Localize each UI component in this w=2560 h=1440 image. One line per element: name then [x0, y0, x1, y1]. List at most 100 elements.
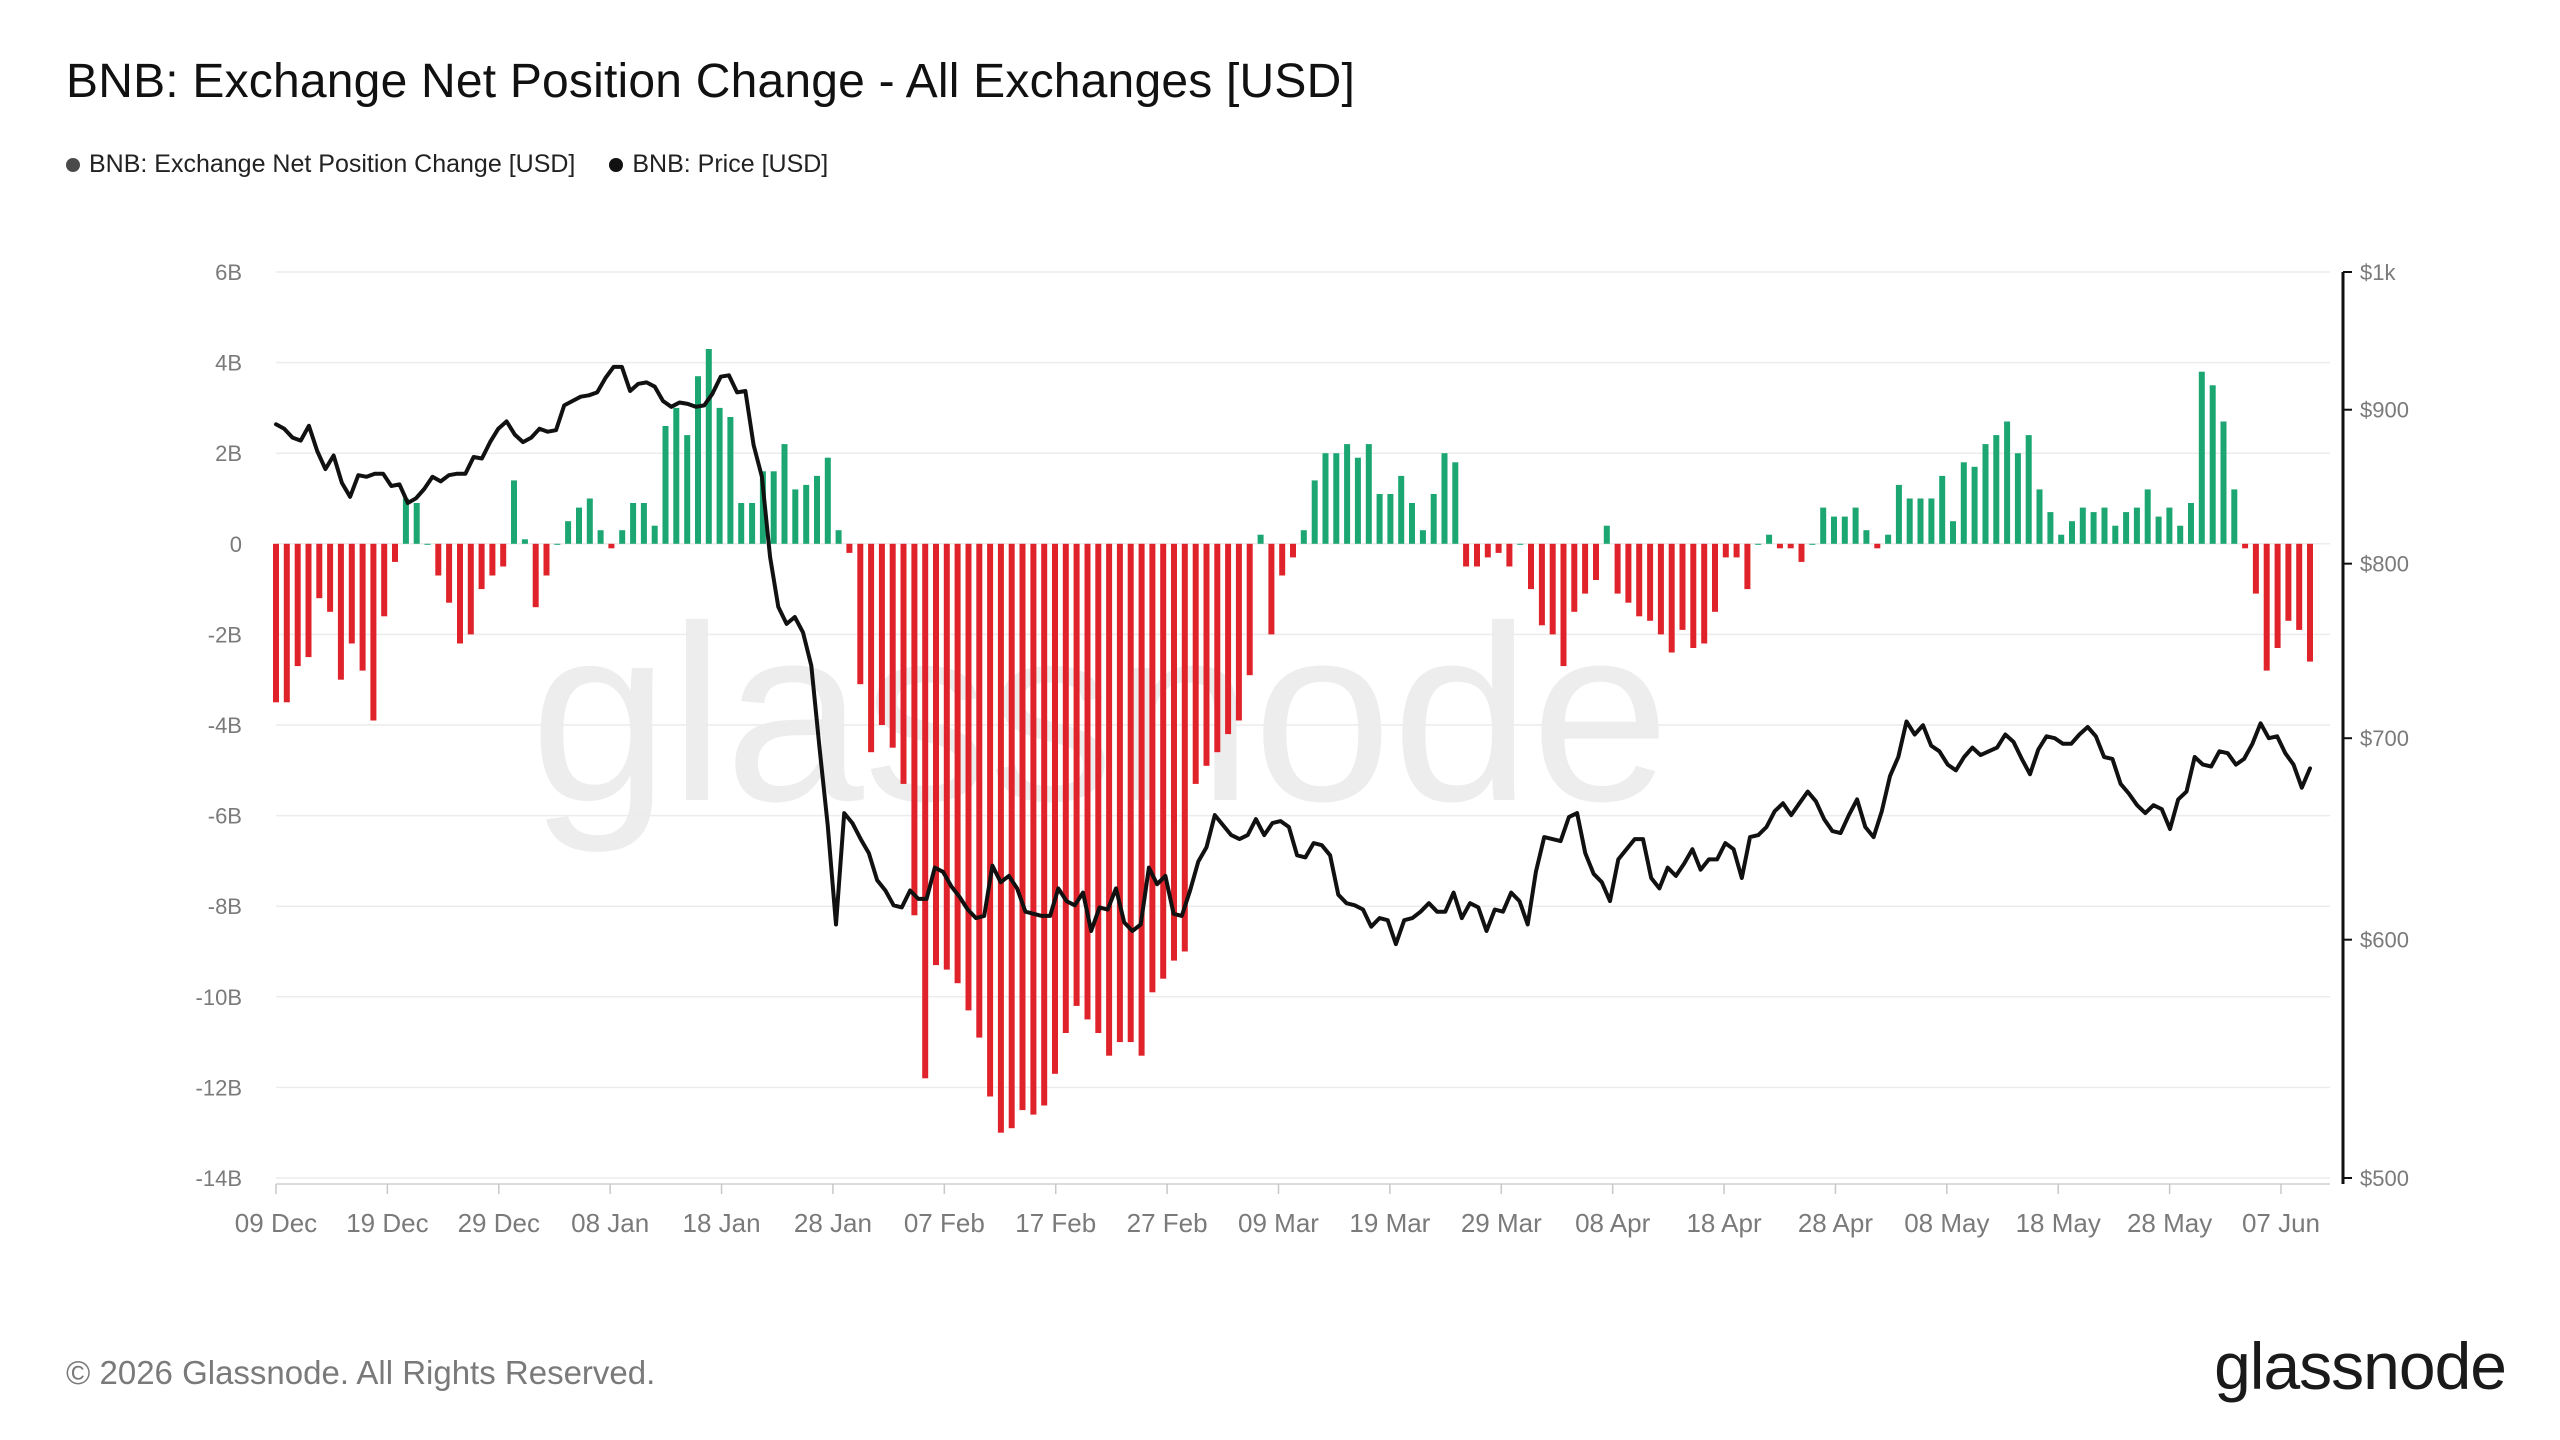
bar [1657, 543, 1664, 635]
bar [435, 543, 442, 576]
bar [327, 543, 334, 612]
bar [1041, 543, 1048, 1106]
bar [273, 543, 279, 703]
x-tick-label: 17 Feb [1015, 1208, 1096, 1238]
bar [1290, 543, 1296, 558]
y-left-tick-label: -2B [208, 622, 242, 647]
bar [2058, 534, 2065, 544]
legend-item-net-position[interactable]: BNB: Exchange Net Position Change [USD] [66, 150, 575, 179]
bar [1950, 521, 1956, 544]
bar [954, 543, 961, 984]
bar [1474, 543, 1480, 567]
bar [2090, 512, 2097, 544]
bar [2307, 543, 2313, 662]
y-left-tick-label: -12B [196, 1075, 242, 1100]
bar [814, 475, 820, 544]
y-left-tick-label: -8B [208, 894, 242, 919]
bar [1928, 498, 1935, 544]
bar [1809, 543, 1816, 545]
bar [1506, 543, 1513, 567]
bar [1073, 543, 1080, 1006]
bar [554, 543, 561, 545]
bar [911, 543, 918, 916]
bar [640, 503, 647, 544]
bar [835, 530, 842, 544]
bar [1863, 530, 1870, 544]
bar [673, 407, 680, 544]
bar [2036, 489, 2043, 544]
bar [1625, 543, 1632, 603]
y-right-tick-label: $1k [2360, 260, 2396, 285]
bar [467, 543, 474, 635]
x-tick-label: 08 Apr [1575, 1208, 1651, 1238]
bar [359, 543, 366, 671]
bar [2242, 543, 2249, 549]
bar [1917, 498, 1924, 544]
x-tick-label: 18 Jan [683, 1208, 761, 1238]
bar [565, 521, 572, 544]
bar [1138, 543, 1145, 1056]
bar [1052, 543, 1058, 1074]
y-left-tick-label: -4B [208, 713, 242, 738]
grid-lines [276, 271, 2330, 1179]
bar [781, 444, 788, 544]
bar [1246, 543, 1253, 676]
bar [1993, 435, 2000, 544]
bar [1603, 525, 1610, 544]
bar [2188, 503, 2194, 544]
bar [2252, 543, 2259, 594]
y-right-tick-label: $800 [2360, 552, 2409, 577]
bar [1712, 543, 1718, 612]
price-line [274, 364, 2312, 947]
x-tick-label: 09 Mar [1238, 1208, 1319, 1238]
y-right-tick-label: $900 [2360, 398, 2409, 423]
bar [1798, 543, 1805, 562]
bar [1874, 543, 1881, 549]
x-tick-label: 28 Jan [794, 1208, 872, 1238]
bar [2112, 525, 2119, 544]
bar [1971, 466, 1978, 544]
bar [2069, 521, 2075, 544]
bar [1235, 543, 1242, 721]
bar [2220, 421, 2227, 544]
bar [1398, 475, 1405, 544]
y-left-tick-label: -14B [196, 1166, 242, 1191]
bar [1127, 543, 1134, 1043]
bar [337, 543, 344, 680]
bar [1517, 543, 1524, 545]
bar [662, 426, 669, 544]
bar [770, 471, 777, 544]
bar [1549, 543, 1556, 635]
bar [424, 543, 431, 545]
bar [1171, 543, 1177, 961]
bar [576, 507, 582, 544]
x-tick-label: 09 Dec [235, 1208, 317, 1238]
bar [294, 543, 301, 667]
bar [749, 503, 756, 544]
bar [792, 489, 799, 544]
bar [457, 543, 463, 644]
y-right-tick-label: $600 [2360, 928, 2409, 953]
bar [976, 543, 983, 1038]
bar [1354, 457, 1361, 544]
bar [878, 543, 885, 725]
bar [922, 543, 929, 1079]
bar [1744, 543, 1751, 590]
bar [824, 457, 831, 544]
bar [2285, 543, 2292, 621]
bar [608, 543, 615, 549]
bar [348, 543, 355, 644]
bar [586, 498, 593, 544]
x-tick-label: 27 Feb [1127, 1208, 1208, 1238]
bar [511, 480, 517, 544]
bar [1387, 494, 1394, 544]
bar [1333, 453, 1340, 544]
y-left-tick-label: 6B [215, 260, 242, 285]
bar [1300, 530, 1307, 544]
legend-item-price[interactable]: BNB: Price [USD] [609, 150, 828, 179]
y-left-tick-label: 4B [215, 351, 242, 376]
bar [651, 525, 658, 544]
bar [1906, 498, 1913, 544]
bar [1062, 543, 1069, 1033]
bar [868, 543, 875, 753]
